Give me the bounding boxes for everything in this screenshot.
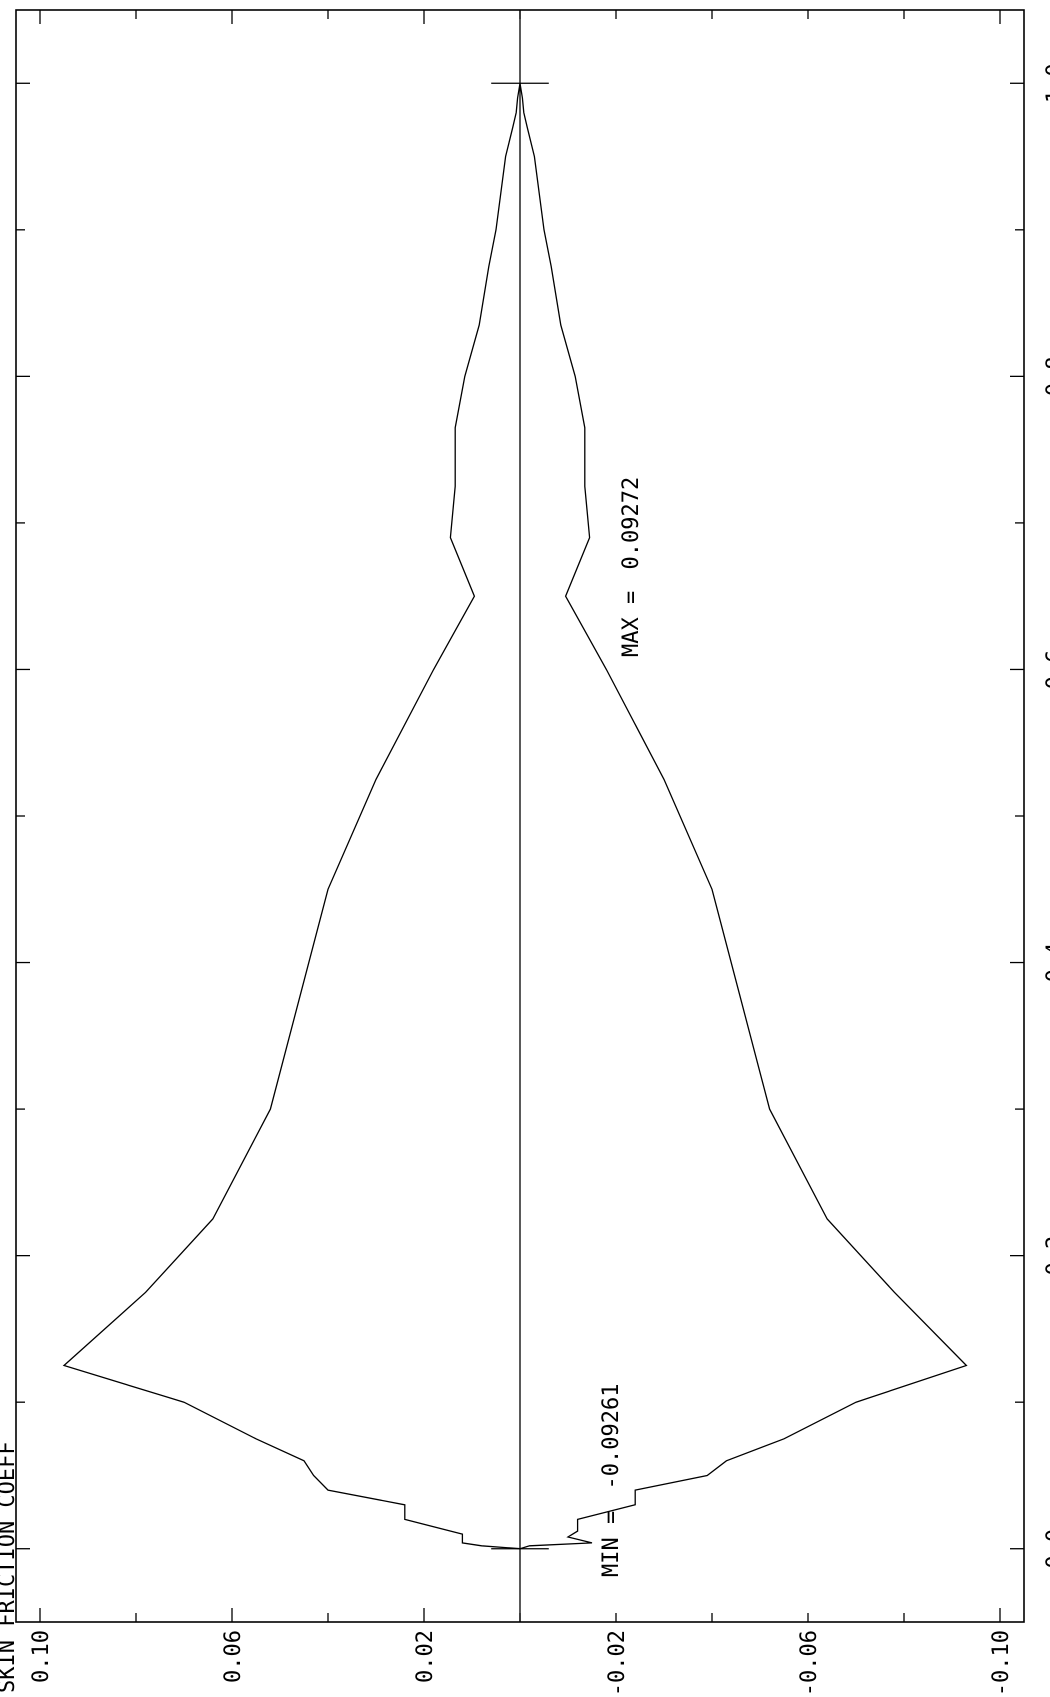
position-tick-label-group: 1.0 [1043,63,1050,103]
value-tick-label: -0.02 [605,1630,630,1696]
value-tick-label: 0.06 [221,1630,246,1683]
value-tick-label-group: 0.10 [29,1630,54,1683]
value-tick-label: 0.02 [413,1630,438,1683]
value-tick-label-group: 0.02 [413,1630,438,1683]
position-tick-label: 0.0 [1043,1529,1050,1569]
min-label: MIN = [599,1511,624,1577]
chart-header: SKIN FRICTION COEFF MIN = -0.09261 MAX =… [0,477,644,1693]
value-tick-label: -0.10 [989,1630,1014,1696]
max-label: MAX = [619,591,644,657]
value-tick-label-group: 0.06 [221,1630,246,1683]
tick-labels: 0.10 0.06 0.02 -0.02 -0.06 -0.10 0.0 0.2 0.4 0.6 0… [29,63,1050,1696]
position-tick-label: 1.0 [1043,63,1050,103]
position-tick-label: 0.2 [1043,1236,1050,1276]
max-annotation: MAX = 0.09272 [619,477,644,657]
min-value: -0.09261 [599,1384,624,1490]
position-tick-label: 0.4 [1043,943,1050,983]
position-tick-label-group: 0.8 [1043,356,1050,396]
position-tick-label-group: 0.0 [1043,1529,1050,1569]
chart-title: SKIN FRICTION COEFF [0,1441,20,1693]
series-lines [62,10,968,1622]
series-line-1 [62,83,521,1550]
position-tick-label-group: 0.6 [1043,650,1050,690]
position-tick-label: 0.8 [1043,356,1050,396]
value-tick-label-group: -0.02 [605,1630,630,1696]
value-tick-label-group: -0.06 [797,1630,822,1696]
value-tick-label-group: -0.10 [989,1630,1014,1696]
max-value: 0.09272 [619,477,644,570]
series-line-2 [519,83,968,1550]
position-tick-label: 0.6 [1043,650,1050,690]
value-tick-label: -0.06 [797,1630,822,1696]
value-tick-label: 0.10 [29,1630,54,1683]
position-tick-label-group: 0.4 [1043,943,1050,983]
position-tick-label-group: 0.2 [1043,1236,1050,1276]
min-annotation: MIN = -0.09261 [599,1384,624,1577]
